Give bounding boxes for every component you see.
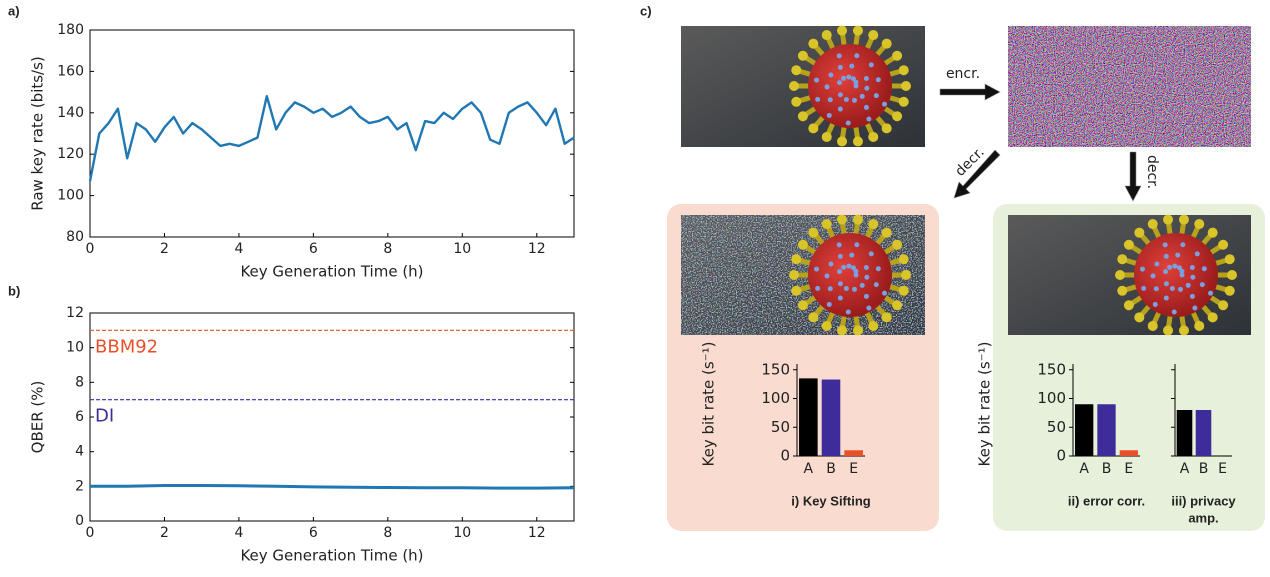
- x-tick-label: E: [849, 461, 858, 477]
- x-axis-label: Key Generation Time (h): [240, 547, 423, 565]
- bar: [821, 379, 841, 456]
- arrow-label: decr.: [1144, 155, 1160, 189]
- y-tick-label: 150: [761, 360, 790, 378]
- y-tick-label: 100: [761, 389, 790, 407]
- y-tick-label: 140: [57, 105, 84, 121]
- x-tick-label: 4: [234, 525, 243, 541]
- y-tick-label: 80: [66, 229, 84, 245]
- arrow: [939, 83, 1001, 101]
- x-tick-label: 8: [383, 525, 392, 541]
- y-tick-label: 10: [66, 340, 84, 356]
- x-tick-label: 2: [160, 241, 169, 257]
- plot-frame: [89, 312, 575, 522]
- panel-label: b): [8, 283, 20, 298]
- x-tick-label: 12: [528, 241, 546, 257]
- y-tick-label: 0: [1056, 447, 1066, 465]
- x-tick-label: 8: [383, 241, 392, 257]
- bar: [1119, 450, 1138, 456]
- y-tick-label: 0: [780, 447, 790, 465]
- x-tick-label: B: [1199, 461, 1209, 477]
- arrow: [1124, 151, 1142, 202]
- x-tick-label: 10: [453, 525, 471, 541]
- x-tick-label: 0: [86, 525, 95, 541]
- y-tick-label: 50: [1047, 418, 1066, 436]
- x-tick-label: 4: [234, 241, 243, 257]
- panel-label: c): [640, 3, 652, 18]
- arrow: [953, 149, 1001, 199]
- y-tick-label: 2: [75, 478, 84, 494]
- y-axis-label: Key bit rate (s⁻¹): [700, 342, 718, 467]
- y-axis-label: Key bit rate (s⁻¹): [976, 342, 994, 467]
- chart-title: i) Key Sifting: [791, 493, 871, 508]
- y-axis-label: Raw key rate (bits/s): [29, 56, 47, 211]
- panel-label: a): [8, 3, 20, 18]
- y-tick-label: 120: [57, 146, 84, 162]
- y-tick-label: 150: [1037, 360, 1066, 378]
- x-tick-label: E: [1124, 461, 1133, 477]
- y-tick-label: 160: [57, 63, 84, 79]
- y-tick-label: 180: [57, 22, 84, 38]
- x-tick-label: 10: [453, 241, 471, 257]
- x-tick-label: A: [1180, 461, 1190, 477]
- plot-frame: [89, 29, 575, 238]
- bar: [1195, 410, 1212, 456]
- arrow-label: decr.: [952, 144, 987, 179]
- y-tick-label: 6: [75, 409, 84, 425]
- y-tick-label: 0: [75, 513, 84, 529]
- data-line: [88, 95, 575, 182]
- bar: [844, 450, 863, 456]
- bar: [799, 378, 818, 456]
- y-tick-label: 50: [771, 418, 790, 436]
- chart-title: iii) privacy: [1171, 493, 1236, 508]
- data-line: [90, 484, 575, 490]
- x-tick-label: A: [804, 461, 814, 477]
- bar: [1176, 410, 1193, 456]
- y-axis-label: QBER (%): [29, 381, 47, 454]
- x-tick-label: 6: [309, 241, 318, 257]
- reference-label: DI: [95, 406, 114, 427]
- chart-title: amp.: [1188, 510, 1218, 525]
- x-tick-label: 6: [309, 525, 318, 541]
- bar: [1075, 404, 1094, 456]
- y-tick-label: 100: [57, 188, 84, 204]
- x-tick-label: 0: [86, 241, 95, 257]
- y-tick-label: 8: [75, 374, 84, 390]
- x-tick-label: E: [1218, 461, 1227, 477]
- chart-title: ii) error corr.: [1068, 493, 1145, 508]
- x-tick-label: 12: [528, 525, 546, 541]
- y-tick-label: 4: [75, 444, 84, 460]
- bar: [1097, 404, 1116, 456]
- x-tick-label: B: [826, 461, 836, 477]
- encrypted-noise: [1008, 26, 1251, 147]
- x-axis-label: Key Generation Time (h): [240, 263, 423, 281]
- reference-label: BBM92: [95, 336, 158, 357]
- y-tick-label: 12: [66, 305, 84, 321]
- x-tick-label: A: [1079, 461, 1089, 477]
- x-tick-label: 2: [160, 525, 169, 541]
- arrow-label: encr.: [946, 66, 980, 82]
- x-tick-label: B: [1102, 461, 1112, 477]
- y-tick-label: 100: [1037, 389, 1066, 407]
